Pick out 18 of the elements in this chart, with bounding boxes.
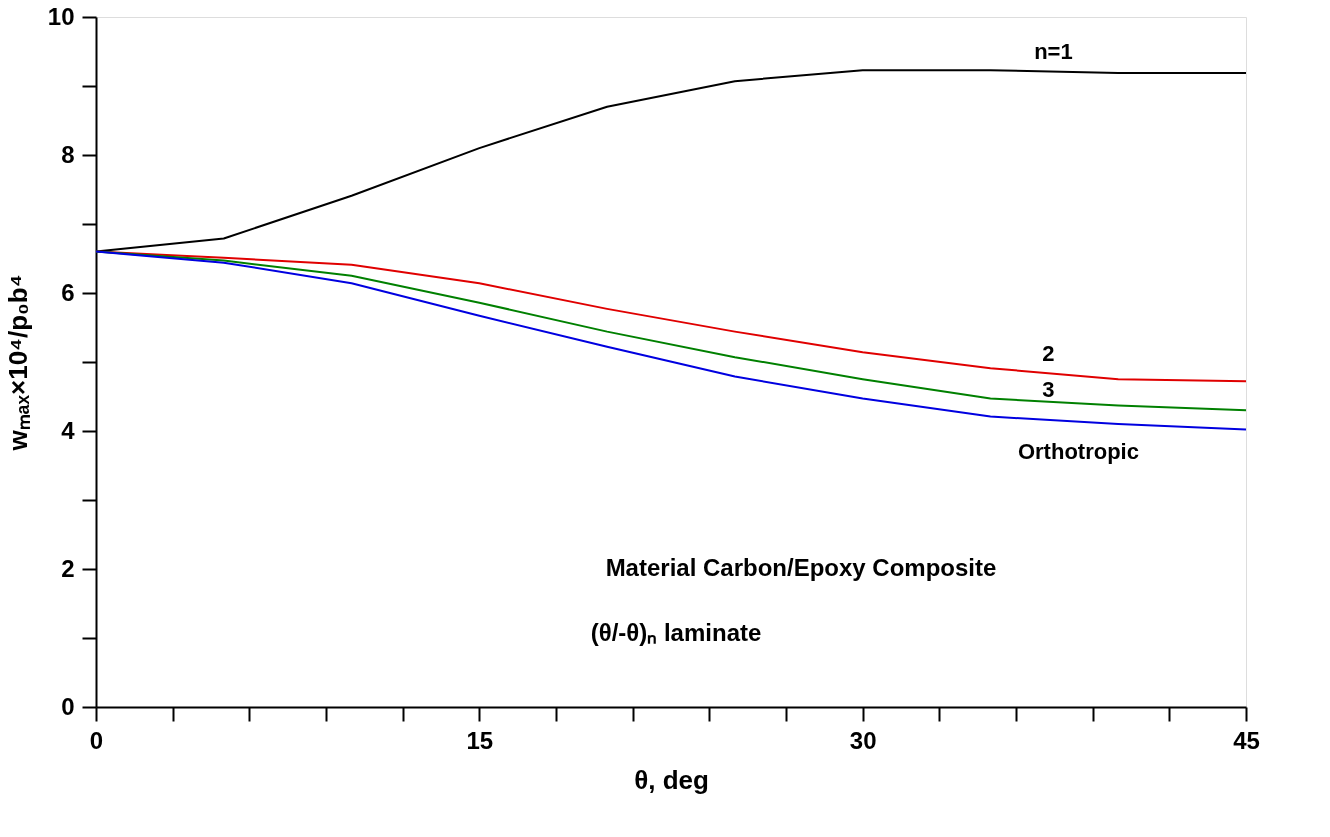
x-tick-label: 0 bbox=[89, 726, 104, 754]
x-axis-title: θ, deg bbox=[634, 764, 709, 795]
x-tick-label: 15 bbox=[466, 726, 494, 754]
y-tick-label: 0 bbox=[61, 692, 75, 720]
x-tick-label: 30 bbox=[849, 726, 877, 754]
annotation: Material Carbon/Epoxy Composite bbox=[605, 554, 997, 581]
y-tick-label: 8 bbox=[61, 140, 75, 168]
series-label: 3 bbox=[1042, 376, 1055, 402]
series-label: n=1 bbox=[1034, 39, 1073, 65]
annotation: (θ/-θ)ₙ laminate bbox=[590, 619, 762, 646]
y-axis-title: wₘₐₓ×10⁴/p₀b⁴ bbox=[2, 274, 33, 452]
y-tick-label: 2 bbox=[61, 554, 75, 582]
series-label: Orthotropic bbox=[1017, 438, 1139, 464]
series-label: 2 bbox=[1042, 341, 1055, 367]
y-tick-label: 4 bbox=[61, 416, 76, 444]
x-tick-label: 45 bbox=[1233, 726, 1260, 754]
y-tick-label: 10 bbox=[47, 2, 75, 30]
y-tick-label: 6 bbox=[61, 278, 75, 306]
